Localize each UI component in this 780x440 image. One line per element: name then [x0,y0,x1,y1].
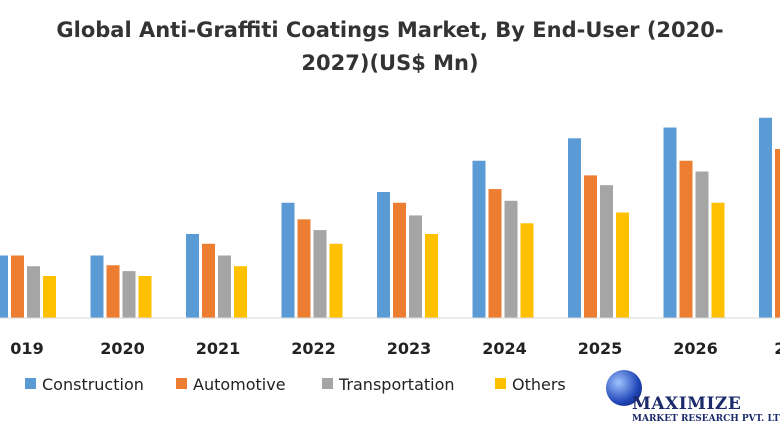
bar-transportation-2021 [218,255,231,318]
legend-label-construction: Construction [42,375,144,394]
bar-transportation-2022 [313,230,327,318]
bar-automotive-2024 [488,189,502,318]
legend-swatch-transportation [322,378,333,389]
x-tick-label: 2023 [387,339,432,358]
x-tick-label: 2026 [673,339,718,358]
legend-label-transportation: Transportation [338,375,455,394]
bar-others-2019 [43,276,56,318]
bar-automotive-2022 [297,219,311,318]
bar-others-2021 [234,266,247,318]
bar-automotive-2025 [584,175,597,318]
bar-automotive-2026 [679,160,693,318]
bar-transportation-2023 [409,215,422,318]
legend-label-automotive: Automotive [193,375,286,394]
bar-automotive-2020 [106,265,120,318]
legend-swatch-others [495,378,506,389]
maximize-logo: MAXIMIZE MARKET RESEARCH PVT. LTD. [600,368,780,438]
bar-others-2023 [425,234,438,318]
bar-automotive-2019 [11,255,24,318]
bar-transportation-2019 [27,266,40,318]
legend: Construction Automotive Transportation Othe… [25,375,566,394]
bar-others-2024 [520,223,534,318]
x-tick-label: 2025 [578,339,623,358]
legend-swatch-construction [25,378,36,389]
x-tick-label: 2020 [100,339,145,358]
x-tick-label: 2021 [196,339,241,358]
bar-construction-2026 [663,127,677,318]
bar-construction-2022 [281,202,295,318]
x-tick-label: 202 [774,339,780,358]
legend-label-others: Others [512,375,566,394]
x-tick-label: 019 [10,339,43,358]
bar-automotive-2027 [775,149,780,318]
bar-construction-2025 [568,138,581,318]
logo-name: MAXIMIZE [632,394,742,414]
x-axis-ticks: 019 2020 2021 2022 2023 2024 2025 2026 202 [10,339,780,358]
globe-icon [606,370,642,406]
bar-construction-2021 [186,234,199,318]
bar-construction-2023 [377,192,390,318]
bar-transportation-2026 [695,171,709,318]
bar-others-2022 [329,243,343,318]
bar-others-2020 [138,276,152,318]
bar-others-2026 [711,202,725,318]
bars-group [0,117,780,318]
logo-tagline: MARKET RESEARCH PVT. LTD. [632,414,780,424]
x-tick-label: 2022 [291,339,336,358]
bar-construction-2027 [759,117,772,318]
bar-transportation-2024 [504,200,518,318]
x-tick-label: 2024 [482,339,527,358]
bar-others-2025 [616,212,629,318]
bar-construction-2024 [472,160,486,318]
bar-automotive-2023 [393,202,406,318]
legend-swatch-automotive [176,378,187,389]
bar-construction-2020 [90,255,104,318]
bar-construction-2019 [0,255,8,318]
bar-transportation-2025 [600,185,613,318]
chart-title: Global Anti-Graffiti Coatings Market, By… [56,18,724,75]
bar-automotive-2021 [202,243,215,318]
bar-transportation-2020 [122,271,136,318]
